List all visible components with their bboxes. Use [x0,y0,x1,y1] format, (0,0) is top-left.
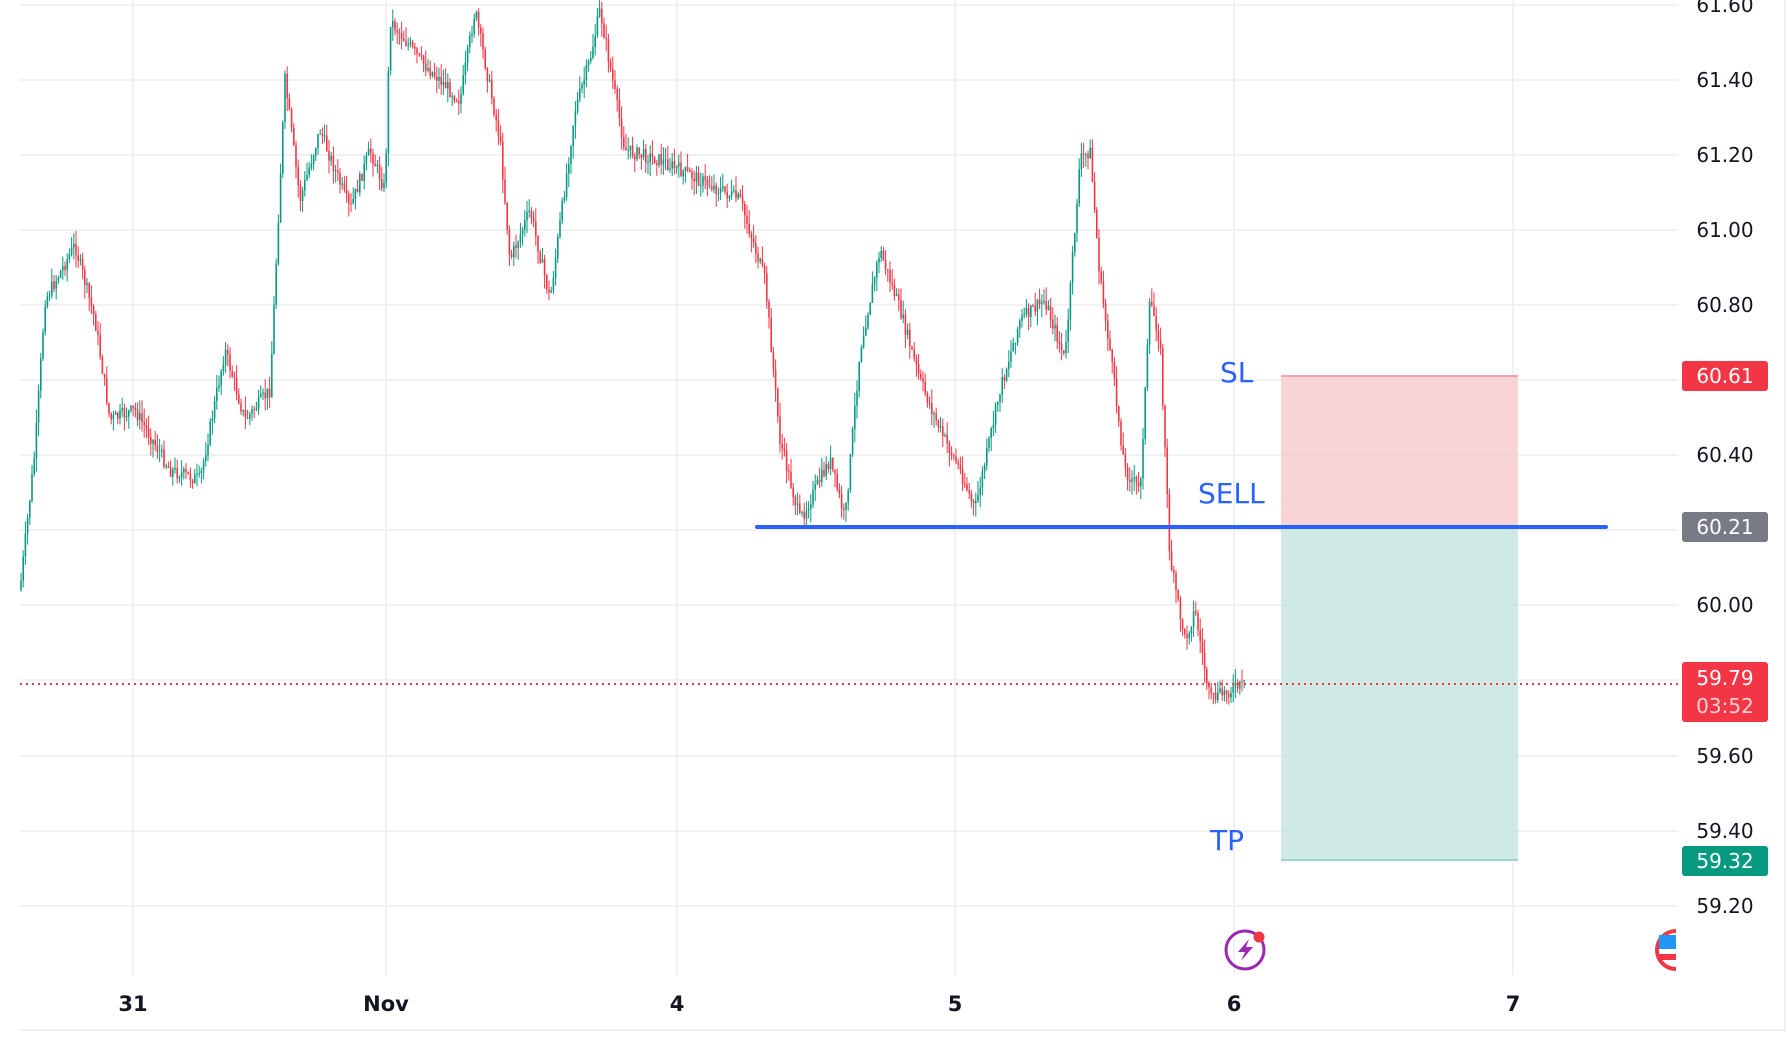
entry-price: 60.21 [1696,515,1754,539]
price-tick-label: 61.60 [1696,0,1754,17]
tp-annotation: TP [1210,824,1244,857]
time-tick-label: 5 [947,992,963,1016]
stop-loss-zone[interactable] [1281,376,1518,527]
time-tick-label: Nov [363,992,409,1016]
candlestick-series [20,0,1245,705]
time-tick-label: 7 [1505,992,1521,1016]
last-price-badge: 59.79 03:52 [1682,662,1768,722]
sl-annotation: SL [1220,356,1254,389]
take-profit-zone[interactable] [1281,527,1518,860]
price-tick-label: 59.60 [1696,744,1754,768]
stop-loss-price: 60.61 [1696,364,1754,388]
time-tick-label: 31 [118,992,148,1016]
price-tick-label: 61.20 [1696,143,1754,167]
price-tick-label: 59.40 [1696,819,1754,843]
bar-countdown: 03:52 [1696,694,1754,718]
stop-loss-price-badge: 60.61 [1682,361,1768,391]
us-flag-icon[interactable] [1655,929,1695,971]
price-tick-label: 59.20 [1696,894,1754,918]
lightning-event-icon[interactable] [1224,929,1266,971]
price-tick-label: 61.40 [1696,68,1754,92]
position-zones[interactable] [1281,375,1518,861]
chart-frame [20,0,1786,1031]
price-tick-label: 60.80 [1696,293,1754,317]
sell-annotation: SELL [1198,477,1265,510]
take-profit-price: 59.32 [1696,849,1754,873]
time-tick-label: 4 [669,992,685,1016]
time-tick-label: 6 [1226,992,1242,1016]
take-profit-price-badge: 59.32 [1682,846,1768,876]
price-tick-label: 60.00 [1696,593,1754,617]
last-price: 59.79 [1696,666,1754,690]
price-tick-label: 61.00 [1696,218,1754,242]
price-tick-label: 60.40 [1696,443,1754,467]
entry-price-badge: 60.21 [1682,512,1768,542]
